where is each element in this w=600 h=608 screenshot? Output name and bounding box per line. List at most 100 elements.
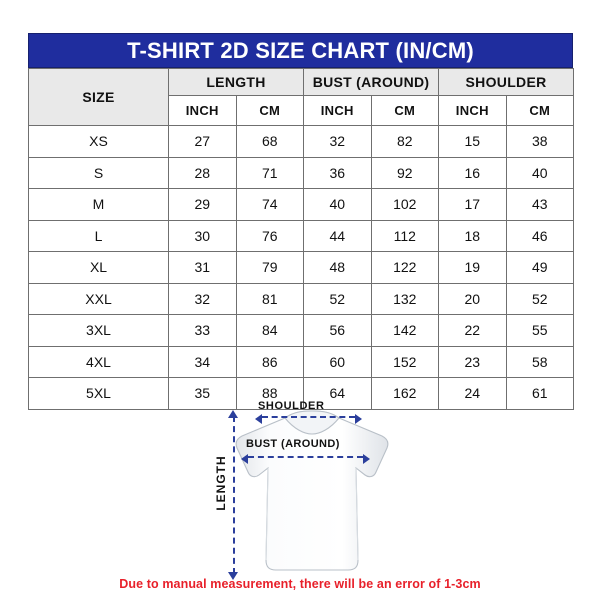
bust-measure-arrow — [241, 454, 370, 464]
cell-length-inch: 32 — [168, 282, 237, 315]
cell-length-cm: 68 — [235, 125, 305, 158]
cell-shoulder-cm: 43 — [505, 188, 575, 221]
size-chart-table: SIZE LENGTH BUST (AROUND) SHOULDER INCH … — [28, 68, 575, 410]
unit-header-shoulder-inch: INCH — [438, 95, 507, 126]
cell-bust-inch: 44 — [303, 219, 372, 252]
tshirt-illustration-icon — [235, 410, 389, 571]
cell-bust-cm: 162 — [370, 377, 440, 410]
table-row: 4XL 34 86 60 152 23 58 — [28, 345, 575, 378]
cell-shoulder-cm: 61 — [505, 377, 575, 410]
column-header-shoulder: SHOULDER — [438, 68, 575, 96]
unit-header-length-inch: INCH — [168, 95, 237, 126]
bust-measure-label: BUST (AROUND) — [246, 438, 340, 450]
cell-bust-cm: 112 — [370, 219, 440, 252]
length-arrow-up-tip-icon — [228, 410, 238, 418]
cell-size: L — [28, 219, 169, 252]
cell-bust-inch: 32 — [303, 125, 372, 158]
cell-shoulder-inch: 19 — [438, 251, 507, 284]
cell-shoulder-inch: 20 — [438, 282, 507, 315]
cell-shoulder-cm: 38 — [505, 125, 575, 158]
table-unit-header-row: INCH CM INCH CM INCH CM — [29, 95, 575, 126]
cell-shoulder-inch: 18 — [438, 219, 507, 252]
cell-size: S — [28, 156, 169, 189]
length-arrow-line — [233, 416, 235, 574]
shoulder-arrow-right-tip-icon — [355, 414, 362, 424]
length-measure-arrow: LENGTH — [204, 410, 244, 580]
cell-shoulder-cm: 46 — [505, 219, 575, 252]
cell-length-cm: 71 — [235, 156, 305, 189]
table-row: 3XL 33 84 56 142 22 55 — [28, 314, 575, 347]
cell-size: M — [28, 188, 169, 221]
cell-size: 5XL — [28, 377, 169, 410]
table-row: XXL 32 81 52 132 20 52 — [28, 282, 575, 315]
cell-bust-cm: 132 — [370, 282, 440, 315]
cell-shoulder-inch: 15 — [438, 125, 507, 158]
cell-length-inch: 29 — [168, 188, 237, 221]
bust-arrow-left-tip-icon — [241, 454, 248, 464]
table-row: XL 31 79 48 122 19 49 — [28, 251, 575, 284]
column-header-size: SIZE — [28, 68, 169, 126]
cell-length-cm: 81 — [235, 282, 305, 315]
cell-shoulder-inch: 22 — [438, 314, 507, 347]
cell-length-cm: 76 — [235, 219, 305, 252]
table-row: XS 27 68 32 82 15 38 — [28, 125, 575, 158]
bust-arrow-right-tip-icon — [363, 454, 370, 464]
unit-header-bust-inch: INCH — [303, 95, 372, 126]
cell-bust-cm: 152 — [370, 345, 440, 378]
cell-length-cm: 79 — [235, 251, 305, 284]
table-row: L 30 76 44 112 18 46 — [28, 219, 575, 252]
cell-bust-inch: 40 — [303, 188, 372, 221]
cell-bust-inch: 48 — [303, 251, 372, 284]
measurement-disclaimer: Due to manual measurement, there will be… — [119, 577, 481, 591]
cell-shoulder-cm: 49 — [505, 251, 575, 284]
cell-bust-cm: 82 — [370, 125, 440, 158]
shoulder-measure-label: SHOULDER — [258, 400, 325, 412]
cell-bust-inch: 56 — [303, 314, 372, 347]
cell-size: 4XL — [28, 345, 169, 378]
cell-bust-cm: 102 — [370, 188, 440, 221]
cell-length-cm: 84 — [235, 314, 305, 347]
table-group-header-row: SIZE LENGTH BUST (AROUND) SHOULDER — [28, 68, 575, 126]
unit-header-bust-cm: CM — [370, 95, 440, 126]
cell-shoulder-inch: 23 — [438, 345, 507, 378]
cell-shoulder-inch: 17 — [438, 188, 507, 221]
cell-size: XXL — [28, 282, 169, 315]
cell-shoulder-inch: 16 — [438, 156, 507, 189]
cell-length-inch: 27 — [168, 125, 237, 158]
cell-bust-cm: 142 — [370, 314, 440, 347]
cell-length-inch: 34 — [168, 345, 237, 378]
column-header-length: LENGTH — [167, 68, 305, 96]
chart-title-banner: T-SHIRT 2D SIZE CHART (IN/CM) — [28, 33, 573, 68]
cell-shoulder-cm: 58 — [505, 345, 575, 378]
cell-size: XS — [28, 125, 169, 158]
cell-length-inch: 31 — [168, 251, 237, 284]
cell-shoulder-inch: 24 — [438, 377, 507, 410]
cell-bust-inch: 52 — [303, 282, 372, 315]
measurement-diagram: SHOULDER BUST (AROUND) LENGTH — [0, 398, 600, 580]
cell-length-cm: 74 — [235, 188, 305, 221]
cell-shoulder-cm: 40 — [505, 156, 575, 189]
cell-bust-inch: 36 — [303, 156, 372, 189]
table-body: XS 27 68 32 82 15 38 S 28 71 36 92 16 40… — [28, 125, 575, 410]
length-arrow-down-tip-icon — [228, 572, 238, 580]
shoulder-arrow-left-tip-icon — [255, 414, 262, 424]
cell-shoulder-cm: 52 — [505, 282, 575, 315]
shoulder-measure-arrow — [255, 414, 362, 424]
cell-length-cm: 88 — [235, 377, 305, 410]
column-header-bust: BUST (AROUND) — [303, 68, 440, 96]
cell-bust-cm: 122 — [370, 251, 440, 284]
cell-size: 3XL — [28, 314, 169, 347]
table-row: 5XL 35 88 64 162 24 61 — [28, 377, 575, 410]
cell-bust-inch: 60 — [303, 345, 372, 378]
cell-length-inch: 33 — [168, 314, 237, 347]
cell-shoulder-cm: 55 — [505, 314, 575, 347]
cell-bust-cm: 92 — [370, 156, 440, 189]
unit-header-length-cm: CM — [235, 95, 305, 126]
table-row: M 29 74 40 102 17 43 — [28, 188, 575, 221]
table-row: S 28 71 36 92 16 40 — [28, 156, 575, 189]
cell-size: XL — [28, 251, 169, 284]
cell-length-inch: 35 — [168, 377, 237, 410]
cell-length-inch: 30 — [168, 219, 237, 252]
length-measure-label: LENGTH — [214, 455, 228, 511]
